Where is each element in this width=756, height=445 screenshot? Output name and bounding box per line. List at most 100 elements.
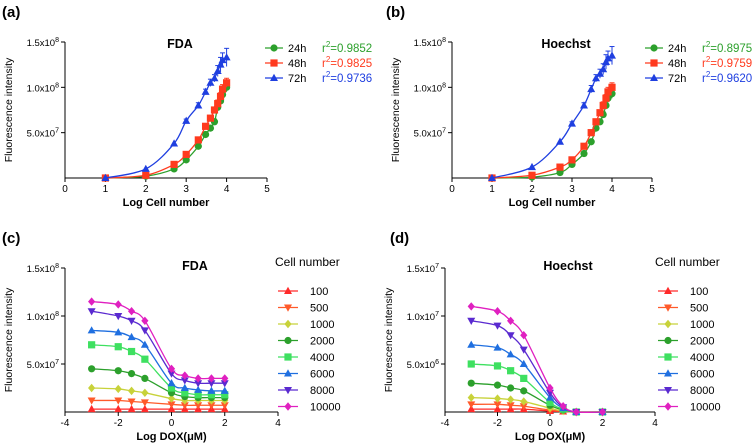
y-tick-label: 1.0x108 [27, 311, 60, 323]
x-tick-label: 0 [62, 184, 68, 195]
data-point [556, 137, 564, 145]
r2-exponent: 2 [706, 70, 711, 79]
data-point [222, 53, 231, 61]
series-72h [101, 47, 231, 181]
y-tick-mantissa: 5.0x10 [27, 129, 56, 140]
legend-label: 2000 [310, 336, 334, 348]
data-point [114, 328, 123, 336]
series-24h [488, 88, 616, 182]
legend-label: 72h [668, 73, 686, 85]
legend-marker [284, 369, 292, 377]
x-tick-label: -4 [441, 418, 450, 429]
data-point [114, 397, 123, 405]
y-tick-exponent: 7 [442, 128, 446, 135]
legend-title: Cell number [275, 255, 340, 269]
x-tick-label: 2 [600, 418, 606, 429]
x-tick-label: 3 [569, 184, 575, 195]
data-point [556, 163, 564, 171]
series-48h [101, 77, 231, 182]
legend-label: 24h [288, 43, 306, 55]
data-point [467, 404, 476, 413]
data-point [87, 397, 96, 405]
x-tick-label: 1 [489, 184, 495, 195]
x-tick-label: -2 [114, 418, 123, 429]
data-point [167, 364, 176, 373]
series-48h [488, 82, 616, 182]
data-point [218, 55, 227, 64]
data-point [599, 101, 607, 110]
x-tick-label: 5 [649, 184, 655, 195]
data-point [167, 401, 176, 409]
data-point [87, 308, 96, 316]
data-point [520, 331, 528, 340]
data-point [519, 346, 528, 354]
data-point [467, 340, 476, 348]
x-tick-label: 0 [449, 184, 455, 195]
data-point [520, 397, 528, 406]
legend-label: 1000 [690, 319, 714, 331]
legend-marker [270, 44, 278, 52]
data-point [214, 100, 222, 108]
data-point [488, 173, 496, 181]
data-point [520, 387, 528, 395]
legend-marker [664, 387, 672, 395]
data-point [88, 297, 96, 306]
legend-marker [284, 402, 292, 411]
data-point [194, 142, 202, 150]
series-100 [87, 404, 229, 413]
y-tick-label: 1.5x108 [414, 37, 447, 49]
legend-marker [270, 59, 278, 67]
data-point [507, 316, 515, 325]
data-point [114, 404, 123, 413]
data-point [506, 402, 515, 410]
y-tick-exponent: 7 [55, 128, 59, 135]
y-tick-mantissa: 1.0x10 [414, 83, 443, 94]
fit-curve [471, 305, 603, 414]
fit-curve [491, 55, 613, 179]
data-point [221, 391, 229, 399]
legend-marker [664, 369, 672, 377]
series-100 [467, 404, 607, 415]
legend-label: 48h [668, 58, 686, 70]
y-tick-label: 1.0x108 [414, 82, 447, 94]
data-point [546, 383, 554, 393]
x-axis-label: Log DOX(μM) [136, 431, 207, 443]
y-tick-label: 1.5x107 [407, 263, 440, 275]
r2-prefix: r [322, 43, 326, 55]
data-point [604, 88, 612, 96]
data-point [87, 326, 96, 334]
data-point [180, 402, 189, 410]
data-point [587, 129, 595, 137]
y-tick-mantissa: 1.5x10 [27, 38, 56, 49]
data-point [170, 139, 179, 147]
legend-marker [284, 336, 292, 345]
y-tick-label: 1.0x108 [27, 82, 60, 94]
data-point [507, 395, 515, 404]
data-point [587, 84, 596, 93]
data-point [194, 385, 203, 393]
legend-label: 500 [690, 303, 708, 315]
series-8000 [87, 308, 229, 388]
data-point [568, 156, 576, 164]
y-tick-mantissa: 1.0x10 [27, 83, 56, 94]
legend-label: 6000 [690, 369, 714, 381]
data-point [180, 377, 189, 385]
data-point [141, 316, 149, 325]
legend-marker [284, 353, 292, 361]
data-point [580, 142, 588, 150]
data-point [556, 168, 564, 177]
data-point [528, 171, 536, 179]
data-point [167, 370, 176, 378]
data-point [598, 407, 607, 417]
legend-label: 8000 [690, 385, 714, 397]
legend-marker [664, 402, 672, 411]
data-point [210, 74, 219, 82]
r2-exponent: 2 [706, 55, 711, 64]
data-point [88, 341, 96, 349]
x-tick-label: 4 [275, 418, 281, 429]
r2-exponent: 2 [326, 55, 331, 64]
data-point [142, 171, 150, 179]
y-tick-exponent: 8 [442, 82, 446, 89]
legend-label: 8000 [310, 385, 334, 397]
x-tick-label: 2 [529, 184, 535, 195]
